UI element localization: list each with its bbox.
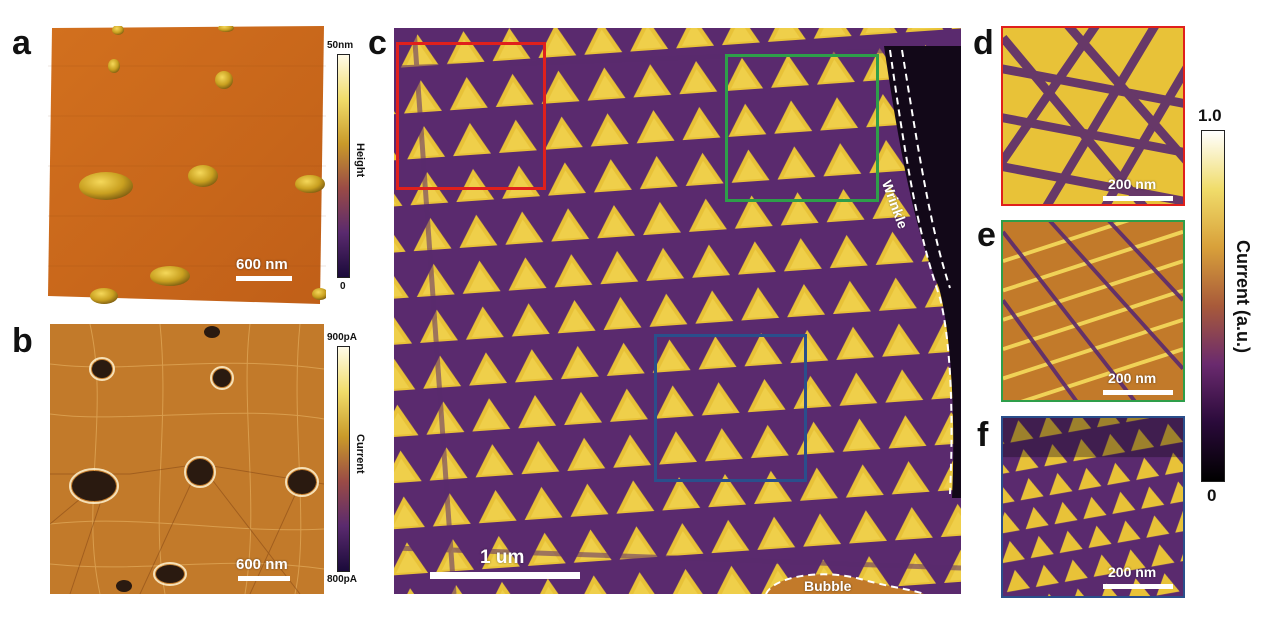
current-map-image: 600 nm bbox=[50, 324, 324, 594]
scale-bar-f bbox=[1103, 584, 1173, 589]
panel-label-e: e bbox=[977, 216, 996, 254]
scale-text-e: 200 nm bbox=[1108, 370, 1157, 386]
panel-label-a: a bbox=[12, 24, 31, 62]
zoom-image-f: 200 nm bbox=[1001, 416, 1185, 598]
topography-image: 600 nm bbox=[48, 26, 326, 304]
current-colorbar-b-min: 800pA bbox=[327, 574, 358, 585]
current-colorbar bbox=[1201, 130, 1225, 482]
region-box-d bbox=[396, 42, 546, 190]
panel-label-f: f bbox=[977, 416, 989, 454]
current-colorbar-max: 1.0 bbox=[1198, 106, 1222, 125]
region-box-f bbox=[654, 334, 807, 482]
scale-bar-c bbox=[430, 572, 580, 579]
bubble-label: Bubble bbox=[804, 578, 852, 594]
panel-label-c: c bbox=[368, 24, 387, 62]
scale-text-d: 200 nm bbox=[1108, 176, 1157, 192]
scale-bar-b bbox=[238, 576, 290, 581]
height-colorbar-max: 50nm bbox=[327, 40, 354, 51]
scale-text-f: 200 nm bbox=[1108, 564, 1157, 580]
panel-label-b: b bbox=[12, 322, 33, 360]
scale-bar-a bbox=[236, 276, 292, 281]
moire-map-image: Wrinkle Bubble 1 um bbox=[394, 28, 961, 594]
scale-text-c: 1 um bbox=[480, 547, 525, 568]
scale-bar-d bbox=[1103, 196, 1173, 201]
zoom-image-e: 200 nm bbox=[1001, 220, 1185, 402]
current-colorbar-title: Current (a.u.) bbox=[1233, 240, 1253, 354]
scale-text-b: 600 nm bbox=[236, 556, 288, 573]
current-colorbar-b bbox=[337, 346, 350, 572]
zoom-image-d: 200 nm bbox=[1001, 26, 1185, 206]
scale-bar-e bbox=[1103, 390, 1173, 395]
scale-text-a: 600 nm bbox=[236, 256, 288, 273]
current-colorbar-b-max: 900pA bbox=[327, 332, 358, 343]
height-colorbar-min: 0 bbox=[340, 281, 346, 292]
height-colorbar bbox=[337, 54, 350, 278]
panel-label-d: d bbox=[973, 24, 994, 62]
current-colorbar-min: 0 bbox=[1207, 486, 1217, 505]
region-box-e bbox=[725, 54, 879, 202]
height-colorbar-title: Height bbox=[354, 143, 366, 178]
current-colorbar-b-title: Current bbox=[354, 434, 366, 474]
